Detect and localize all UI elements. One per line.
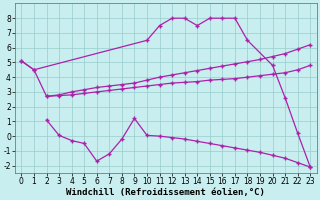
X-axis label: Windchill (Refroidissement éolien,°C): Windchill (Refroidissement éolien,°C) [66,188,265,197]
